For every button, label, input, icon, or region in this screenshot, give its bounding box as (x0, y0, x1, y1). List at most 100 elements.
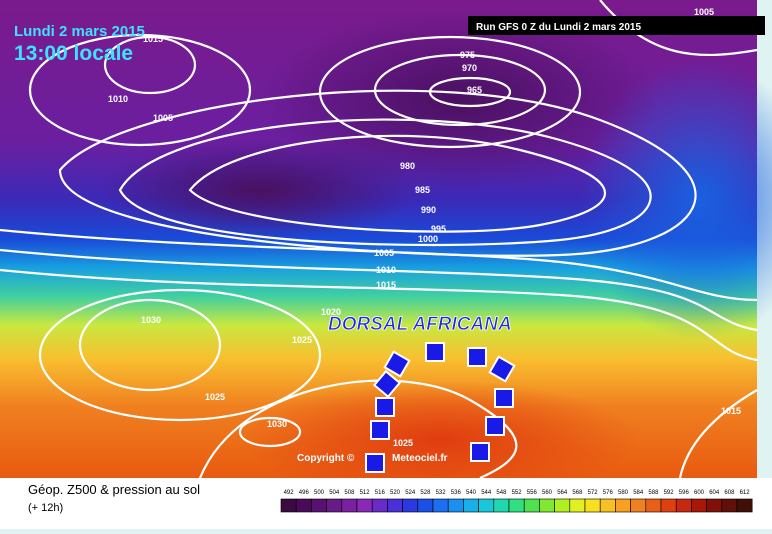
scale-swatch (432, 498, 449, 513)
low-pressure-area (100, 140, 420, 240)
scale-swatch (645, 498, 662, 513)
isobar-label: 975 (460, 50, 475, 60)
scale-label: 592 (664, 490, 675, 496)
scale-swatch (721, 498, 738, 513)
isobar-label: 1015 (143, 34, 163, 44)
scale-label: 580 (618, 490, 629, 496)
scale-label: 492 (284, 490, 295, 496)
scale-swatch (447, 498, 464, 513)
isobar-label: 1010 (376, 265, 396, 275)
scale-swatch (402, 498, 419, 513)
isobar-label: 985 (415, 185, 430, 195)
scale-swatch (508, 498, 525, 513)
isobar-label: 1010 (108, 94, 128, 104)
scale-label: 540 (466, 490, 477, 496)
isobar-label: 1030 (141, 315, 161, 325)
scale-swatch (280, 498, 297, 513)
scale-label: 584 (633, 490, 644, 496)
scale-label: 524 (405, 490, 416, 496)
scale-label: 572 (588, 490, 599, 496)
copyright: Copyright © (297, 453, 355, 464)
scale-label: 552 (512, 490, 523, 496)
isobar-label: 1020 (321, 307, 341, 317)
isobar-label: 980 (400, 161, 415, 171)
scale-swatch (387, 498, 403, 513)
isobar-label: 990 (421, 205, 436, 215)
arrow-markers (365, 342, 516, 473)
isobar-label: 965 (467, 85, 482, 95)
scale-swatch (295, 498, 312, 513)
isobars (0, 0, 758, 480)
low-pressure-area (260, 10, 660, 190)
isobar-label: 1015 (721, 406, 741, 416)
scale-swatch (371, 498, 388, 513)
isobar-label: 970 (462, 63, 477, 73)
scale-swatch (691, 498, 707, 513)
legend-lead: (+ 12h) (28, 502, 63, 514)
scale-label: 536 (451, 490, 462, 496)
scale-label: 504 (329, 490, 340, 496)
time: 13:00 locale (14, 42, 133, 65)
scale-swatch (569, 498, 586, 513)
scale-swatch (463, 498, 479, 513)
scale-label: 512 (360, 490, 371, 496)
scale-swatch (326, 498, 343, 513)
scale-swatch (493, 498, 510, 513)
scale-swatch (417, 498, 434, 513)
scale-swatch (615, 498, 631, 513)
isobar-label: 1005 (694, 7, 714, 17)
isobar-label: 1025 (292, 335, 312, 345)
isobar-label: 1005 (153, 113, 173, 123)
scale-label: 516 (375, 490, 386, 496)
scale-swatch (599, 498, 616, 513)
scale-swatch (584, 498, 601, 513)
run-info: Run GFS 0 Z du Lundi 2 mars 2015 (476, 22, 641, 33)
isobar-label: 995 (431, 224, 446, 234)
scale-swatch (523, 498, 540, 513)
legend-title: Géop. Z500 & pression au sol (28, 482, 200, 497)
scale-label: 576 (603, 490, 614, 496)
scale-label: 548 (496, 490, 507, 496)
scale-swatch (706, 498, 723, 513)
scale-label: 612 (740, 490, 751, 496)
scale-swatch (630, 498, 647, 513)
scale-label: 520 (390, 490, 401, 496)
scale-label: 568 (572, 490, 583, 496)
isobar-label: 1030 (267, 419, 287, 429)
scale-label: 588 (648, 490, 659, 496)
isobar-label: 1025 (393, 438, 413, 448)
scale-label: 596 (679, 490, 690, 496)
scale-label: 564 (557, 490, 568, 496)
scale-swatch (539, 498, 555, 513)
run-box (468, 16, 765, 35)
scale-swatch (478, 498, 495, 513)
scale-swatch (554, 498, 571, 513)
isobar-label: 1015 (376, 280, 396, 290)
isobar-label: 1025 (205, 392, 225, 402)
trough-area (580, 60, 772, 340)
scale-swatch (660, 498, 677, 513)
date: Lundi 2 mars 2015 (14, 23, 145, 40)
scale-label: 532 (436, 490, 447, 496)
scale-label: 508 (344, 490, 355, 496)
high-pressure-area (240, 380, 640, 500)
scale-swatch (356, 498, 373, 513)
annotation: DORSAL AFRICANA (328, 314, 512, 335)
scale-swatch (675, 498, 692, 513)
scale-label: 528 (420, 490, 431, 496)
scale-swatch (311, 498, 327, 513)
isobar-label: 1000 (418, 234, 438, 244)
scale-label: 604 (709, 490, 720, 496)
scale-label: 556 (527, 490, 538, 496)
scale-label: 600 (694, 490, 705, 496)
scale-swatch (341, 498, 358, 513)
scale-label: 544 (481, 490, 492, 496)
source: Meteociel.fr (392, 453, 448, 464)
scale-label: 560 (542, 490, 553, 496)
scale-label: 608 (724, 490, 735, 496)
scale-swatch (736, 498, 753, 513)
scale-label: 496 (299, 490, 310, 496)
isobar-label: 1005 (374, 248, 394, 258)
